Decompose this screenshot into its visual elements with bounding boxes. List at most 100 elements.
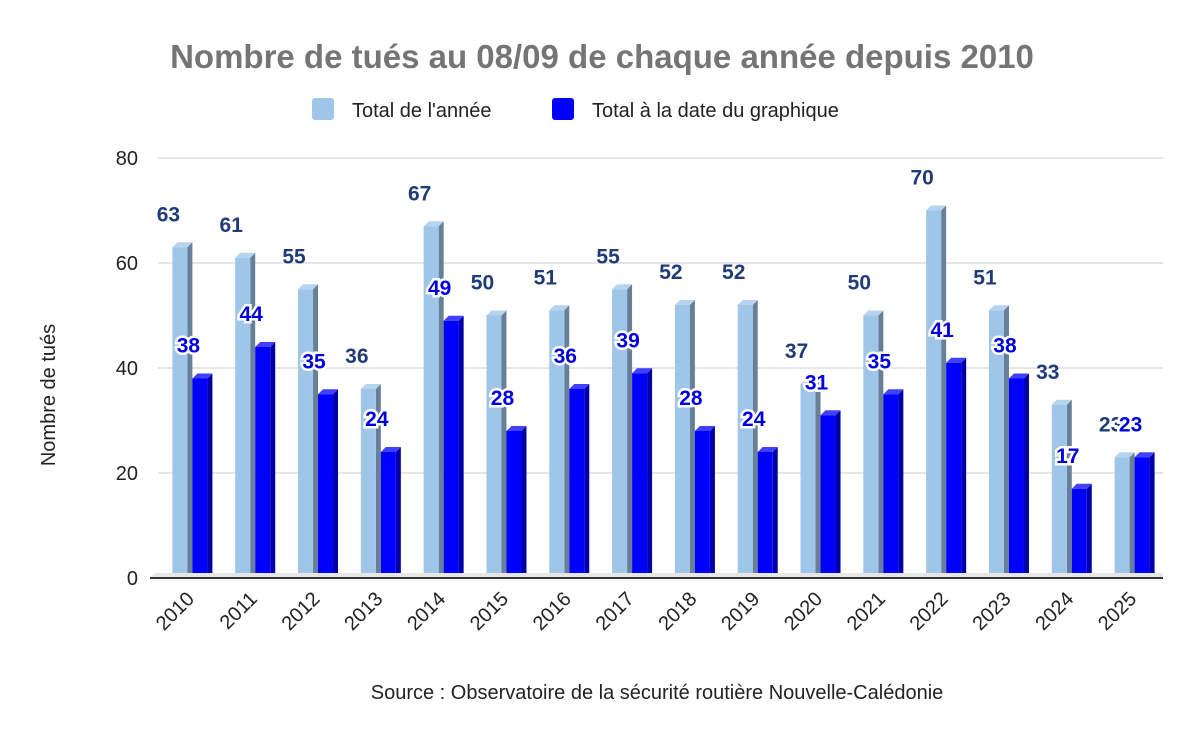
legend-label-total-date: Total à la date du graphique: [592, 100, 839, 122]
data-label-total-date: 31: [805, 371, 829, 394]
data-label-total-annee: 50: [471, 272, 494, 295]
data-label-total-annee: 50: [848, 272, 871, 295]
bar: [549, 305, 570, 578]
data-label-total-date: 41: [930, 319, 954, 342]
bar: [737, 300, 758, 578]
data-label-total-annee: 23: [1099, 413, 1122, 436]
bar: [318, 389, 339, 578]
bars: [172, 205, 1155, 578]
bar: [694, 426, 715, 578]
data-labels: 63 38 61 44 55 35 36 24 67 49 50 28 51 36 55 39 52 28 52 24…: [157, 167, 1145, 471]
bar: [172, 242, 193, 578]
legend: Total de l'année Total à la date du grap…: [312, 98, 839, 122]
y-tick-label: 40: [116, 358, 138, 380]
x-tick-label: 2016: [529, 588, 576, 635]
bar: [757, 447, 778, 578]
bar: [800, 378, 821, 578]
bar: [423, 221, 444, 578]
data-label-total-annee: 51: [534, 266, 558, 289]
source-note: Source : Observatoire de la sécurité rou…: [371, 682, 944, 704]
floor: [150, 573, 1163, 578]
bar: [988, 305, 1009, 578]
bar: [360, 384, 381, 578]
bar: [674, 300, 695, 578]
data-label-total-date: 36: [554, 345, 577, 368]
data-label-total-date: 44: [240, 303, 264, 326]
y-tick-label: 20: [116, 463, 138, 485]
bar: [632, 368, 653, 578]
x-tick-label: 2024: [1031, 588, 1078, 635]
bar: [1071, 483, 1092, 578]
x-tick-label: 2025: [1094, 588, 1141, 635]
data-label-total-annee: 33: [1036, 361, 1059, 384]
x-tick-label: 2018: [654, 588, 701, 635]
data-label-total-annee: 52: [659, 261, 682, 284]
data-label-total-date: 17: [1056, 445, 1079, 468]
data-label-total-date: 24: [742, 408, 766, 431]
data-label-total-annee: 70: [910, 167, 933, 190]
bar: [612, 284, 633, 578]
x-tick-label: 2021: [843, 588, 890, 635]
data-label-total-annee: 55: [596, 245, 620, 268]
bar: [1051, 399, 1072, 578]
bar: [946, 357, 967, 578]
data-label-total-date: 23: [1119, 413, 1142, 436]
legend-swatch-total-annee: [312, 98, 334, 120]
x-tick-label: 2022: [906, 588, 953, 635]
x-tick-label: 2010: [152, 588, 199, 635]
bar: [486, 310, 507, 578]
data-label-total-annee: 51: [973, 266, 997, 289]
x-tick-label: 2019: [717, 588, 764, 635]
data-label-total-annee: 36: [345, 345, 368, 368]
bar: [820, 410, 841, 578]
data-label-total-date: 35: [302, 350, 326, 373]
data-label-total-date: 38: [993, 335, 1017, 358]
legend-label-total-annee: Total de l'année: [352, 100, 491, 122]
bar: [926, 205, 947, 578]
chart-title: Nombre de tués au 08/09 de chaque année …: [170, 38, 1034, 75]
bar: [1134, 452, 1155, 578]
bar: [443, 315, 464, 578]
bar: [192, 373, 213, 578]
data-label-total-annee: 63: [157, 203, 180, 226]
bar: [883, 389, 904, 578]
bar: [1114, 452, 1135, 578]
data-label-total-date: 38: [177, 335, 201, 358]
x-tick-label: 2014: [403, 588, 450, 635]
bar: [255, 342, 276, 578]
data-label-total-annee: 61: [220, 214, 244, 237]
x-tick-label: 2011: [216, 588, 262, 634]
data-label-total-date: 35: [868, 350, 892, 373]
data-label-total-annee: 52: [722, 261, 745, 284]
x-tick-label: 2020: [780, 588, 827, 635]
bar: [298, 284, 319, 578]
data-label-total-date: 39: [616, 329, 639, 352]
legend-swatch-total-date: [552, 98, 574, 120]
x-tick-label: 2012: [278, 588, 325, 635]
x-tick-label: 2015: [466, 588, 513, 635]
bar: [569, 384, 590, 578]
bar: [1008, 373, 1029, 578]
data-label-total-date: 28: [491, 387, 515, 410]
data-label-total-annee: 67: [408, 182, 431, 205]
bar: [235, 252, 256, 578]
x-axis-ticks: 2010 2011 2012 2013 2014 2015 2016 2017 2018 2019…: [152, 588, 1141, 635]
y-axis-label: Nombre de tués: [38, 324, 60, 466]
bar: [506, 426, 527, 578]
bar: [863, 310, 884, 578]
data-label-total-date: 24: [365, 408, 389, 431]
y-tick-label: 80: [116, 148, 138, 170]
data-label-total-annee: 55: [282, 245, 306, 268]
x-tick-label: 2017: [592, 588, 639, 635]
bar: [380, 447, 401, 578]
y-tick-label: 60: [116, 253, 138, 275]
x-tick-label: 2023: [968, 588, 1015, 635]
data-label-total-date: 49: [428, 277, 451, 300]
x-axis-baseline: [150, 573, 1163, 579]
y-tick-label: 0: [127, 568, 138, 590]
y-axis-ticks: 0 20 40 60 80: [116, 148, 138, 590]
data-label-total-date: 28: [679, 387, 703, 410]
x-tick-label: 2013: [340, 588, 387, 635]
data-label-total-annee: 37: [785, 340, 808, 363]
